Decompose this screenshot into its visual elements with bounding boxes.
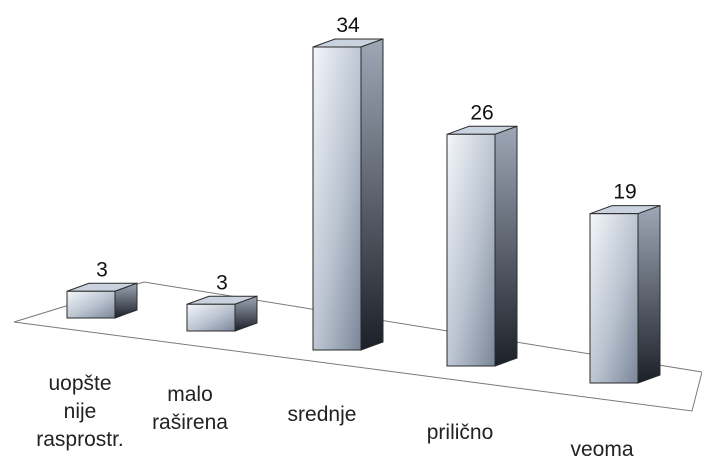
category-label-2: malo raširena <box>152 383 228 434</box>
bar-5-side <box>637 204 661 384</box>
bars-group <box>66 38 661 384</box>
bar-1 <box>66 282 138 319</box>
bar-5-front <box>589 213 639 384</box>
value-label-3: 34 <box>336 14 360 37</box>
category-label-1: uopšte nije rasprostr. <box>36 372 124 451</box>
category-label-4: prilično <box>427 421 494 444</box>
bar-1-front <box>66 290 116 319</box>
bar-3-side <box>360 38 384 351</box>
bar-4-front <box>446 133 496 367</box>
value-label-1: 3 <box>96 258 108 281</box>
bar-2 <box>186 295 258 332</box>
bar-3 <box>312 38 384 351</box>
value-label-4: 26 <box>470 101 493 124</box>
value-label-5: 19 <box>613 181 636 204</box>
bar-4 <box>446 125 518 367</box>
value-labels-group: 3 3 34 26 19 <box>96 14 637 294</box>
value-label-2: 3 <box>216 271 228 294</box>
category-labels-group: uopšte nije rasprostr. malo raširena srednje p… <box>36 372 634 461</box>
bar-5 <box>589 204 661 384</box>
bar-3-front <box>312 46 362 351</box>
bar-2-front <box>186 303 236 332</box>
category-label-3: srednje <box>288 403 357 426</box>
bar-4-side <box>494 125 518 367</box>
category-label-5: veoma <box>570 438 633 461</box>
